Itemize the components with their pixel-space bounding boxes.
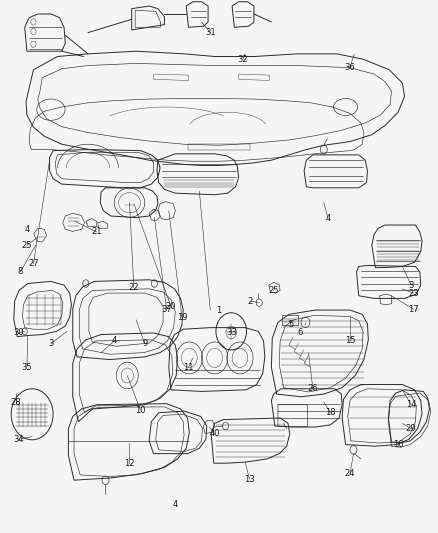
Text: 4: 4 <box>24 225 29 234</box>
Text: 13: 13 <box>244 475 255 483</box>
Text: 4: 4 <box>173 500 178 509</box>
Text: 34: 34 <box>13 435 24 444</box>
Text: 17: 17 <box>408 304 419 313</box>
Text: 6: 6 <box>297 328 303 337</box>
Text: 31: 31 <box>205 28 215 37</box>
Text: 32: 32 <box>238 55 248 63</box>
Text: 2: 2 <box>247 296 252 305</box>
Text: 28: 28 <box>11 398 21 407</box>
Text: 25: 25 <box>268 286 279 295</box>
Text: 3: 3 <box>408 280 414 289</box>
Text: 3: 3 <box>48 339 53 348</box>
Text: 1: 1 <box>216 305 222 314</box>
Text: 4: 4 <box>112 336 117 345</box>
Text: 10: 10 <box>135 406 146 415</box>
Text: 16: 16 <box>393 440 403 449</box>
Text: 21: 21 <box>92 228 102 237</box>
Text: 4: 4 <box>325 214 331 223</box>
Text: 14: 14 <box>406 400 417 409</box>
Text: 35: 35 <box>21 363 32 372</box>
Text: 5: 5 <box>288 320 293 329</box>
Text: 33: 33 <box>227 328 237 337</box>
Text: 15: 15 <box>345 336 355 345</box>
Text: 26: 26 <box>307 384 318 393</box>
Text: 29: 29 <box>406 424 417 433</box>
Text: 8: 8 <box>18 268 23 276</box>
Text: 9: 9 <box>142 339 148 348</box>
Text: 30: 30 <box>13 328 24 337</box>
Text: 37: 37 <box>161 304 172 313</box>
Text: 12: 12 <box>124 459 135 467</box>
Text: 20: 20 <box>166 302 176 311</box>
Text: 40: 40 <box>209 430 220 439</box>
Text: 11: 11 <box>183 363 194 372</box>
Text: 25: 25 <box>21 241 32 250</box>
Text: 19: 19 <box>177 312 187 321</box>
Text: 23: 23 <box>408 288 419 297</box>
Text: 36: 36 <box>345 63 355 71</box>
Text: 22: 22 <box>129 283 139 292</box>
Text: 18: 18 <box>325 408 336 417</box>
Text: 27: 27 <box>28 260 39 268</box>
Text: 24: 24 <box>345 470 355 478</box>
